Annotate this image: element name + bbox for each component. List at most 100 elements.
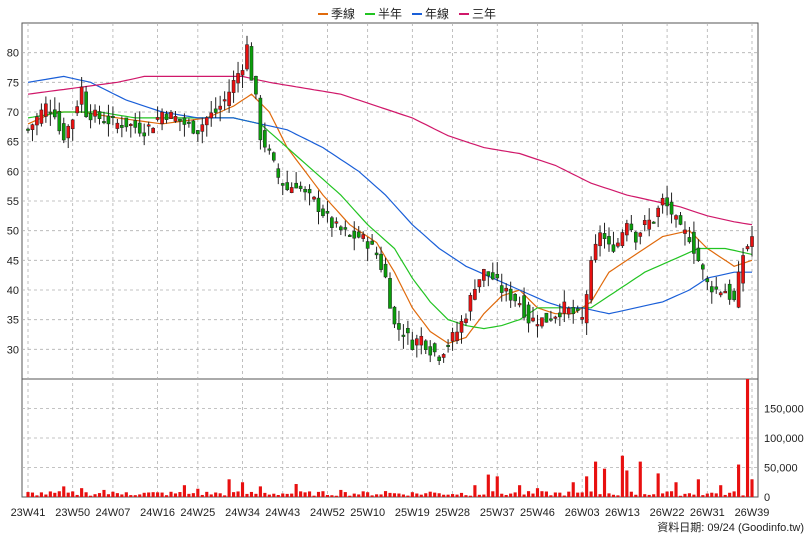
volume-bar bbox=[48, 491, 52, 497]
volume-bar bbox=[263, 492, 267, 497]
price-tick-label: 80 bbox=[7, 48, 19, 60]
volume-bar bbox=[173, 493, 178, 497]
x-tick-label: 24W43 bbox=[265, 507, 300, 519]
candle-body bbox=[490, 272, 495, 280]
volume-bar bbox=[728, 492, 732, 497]
candle-body bbox=[245, 44, 249, 70]
candle-body bbox=[611, 244, 616, 252]
candle-body bbox=[727, 283, 732, 300]
price-tick-label: 40 bbox=[7, 285, 19, 297]
volume-bar bbox=[598, 494, 602, 497]
volume-tick-label: 0 bbox=[764, 492, 770, 504]
candle-body bbox=[142, 132, 147, 137]
volume-bar bbox=[594, 461, 598, 497]
volume-bar bbox=[191, 493, 195, 497]
volume-bar bbox=[156, 492, 160, 497]
volume-bar bbox=[397, 493, 401, 497]
candle-body bbox=[575, 308, 580, 311]
candle-body bbox=[44, 103, 48, 117]
candle-body bbox=[499, 285, 504, 293]
candle-body bbox=[558, 312, 562, 318]
candle-body bbox=[294, 182, 298, 189]
volume-bar bbox=[196, 488, 200, 497]
candle-body bbox=[464, 318, 468, 323]
volume-bar bbox=[424, 493, 428, 497]
x-tick-label: 26W03 bbox=[565, 507, 600, 519]
volume-bar bbox=[93, 494, 97, 497]
candle-body bbox=[580, 317, 584, 320]
candle-body bbox=[401, 334, 406, 337]
volume-bar bbox=[240, 482, 245, 497]
candle-body bbox=[66, 125, 71, 139]
legend-label-3: 三年 bbox=[472, 7, 496, 21]
candle-body bbox=[347, 234, 352, 237]
candle-body bbox=[285, 182, 290, 190]
volume-bar bbox=[370, 495, 374, 497]
volume-bar bbox=[415, 493, 419, 497]
volume-bar bbox=[562, 495, 566, 497]
candle-body bbox=[683, 229, 687, 234]
volume-bar bbox=[106, 494, 111, 497]
price-tick-label: 65 bbox=[7, 137, 19, 149]
volume-bar bbox=[535, 488, 540, 497]
candle-body bbox=[316, 197, 321, 212]
candle-body bbox=[128, 123, 133, 126]
candle-body bbox=[633, 231, 638, 243]
volume-tick-label: 100,000 bbox=[764, 433, 804, 445]
price-tick-label: 55 bbox=[7, 196, 19, 208]
candle-body bbox=[571, 307, 576, 314]
legend-label-2: 年線 bbox=[425, 6, 449, 21]
volume-bar bbox=[576, 492, 580, 497]
candle-body bbox=[222, 99, 227, 102]
volume-bar bbox=[312, 495, 316, 497]
volume-bar bbox=[89, 495, 93, 497]
volume-bar bbox=[57, 491, 61, 497]
volume-bar bbox=[142, 492, 146, 497]
candle-body bbox=[486, 271, 491, 277]
candle-body bbox=[164, 113, 169, 120]
volume-bar bbox=[35, 495, 39, 497]
volume-bar bbox=[544, 491, 548, 497]
volume-bar bbox=[451, 494, 455, 497]
candle-body bbox=[169, 111, 173, 119]
volume-bar bbox=[169, 491, 173, 497]
candle-body bbox=[178, 118, 182, 122]
candle-body bbox=[455, 331, 459, 341]
volume-bar bbox=[276, 495, 280, 497]
candle-body bbox=[562, 301, 567, 314]
volume-bar bbox=[151, 492, 155, 497]
volume-bar bbox=[111, 491, 115, 497]
x-tick-label: 26W31 bbox=[690, 507, 725, 519]
ma-line-2 bbox=[27, 75, 752, 315]
candle-body bbox=[584, 294, 589, 324]
candle-body bbox=[428, 346, 433, 356]
volume-bar bbox=[290, 493, 294, 497]
candle-body bbox=[35, 116, 39, 126]
volume-bar bbox=[62, 486, 66, 497]
volume-bar bbox=[580, 492, 584, 497]
volume-bar bbox=[227, 479, 231, 497]
volume-bar bbox=[482, 494, 486, 497]
volume-bar bbox=[477, 494, 481, 497]
volume-bar bbox=[665, 491, 669, 497]
volume-bar bbox=[30, 492, 35, 497]
volume-bar bbox=[39, 492, 43, 497]
volume-bar bbox=[133, 495, 137, 497]
volume-bar bbox=[75, 494, 79, 497]
volume-bar bbox=[616, 495, 620, 497]
candle-body bbox=[692, 231, 696, 254]
candle-body bbox=[419, 335, 424, 346]
volume-bar bbox=[321, 491, 325, 497]
candle-body bbox=[566, 307, 571, 315]
candle-body bbox=[93, 109, 97, 117]
candle-body bbox=[701, 264, 705, 270]
candle-body bbox=[410, 339, 415, 350]
candle-body bbox=[48, 111, 53, 114]
volume-bar bbox=[553, 492, 557, 497]
volume-bar bbox=[607, 493, 611, 497]
volume-bar bbox=[401, 494, 405, 497]
volume-bar bbox=[164, 495, 169, 497]
price-tick-label: 35 bbox=[7, 315, 19, 327]
volume-bar bbox=[160, 492, 164, 497]
candle-body bbox=[146, 124, 151, 127]
